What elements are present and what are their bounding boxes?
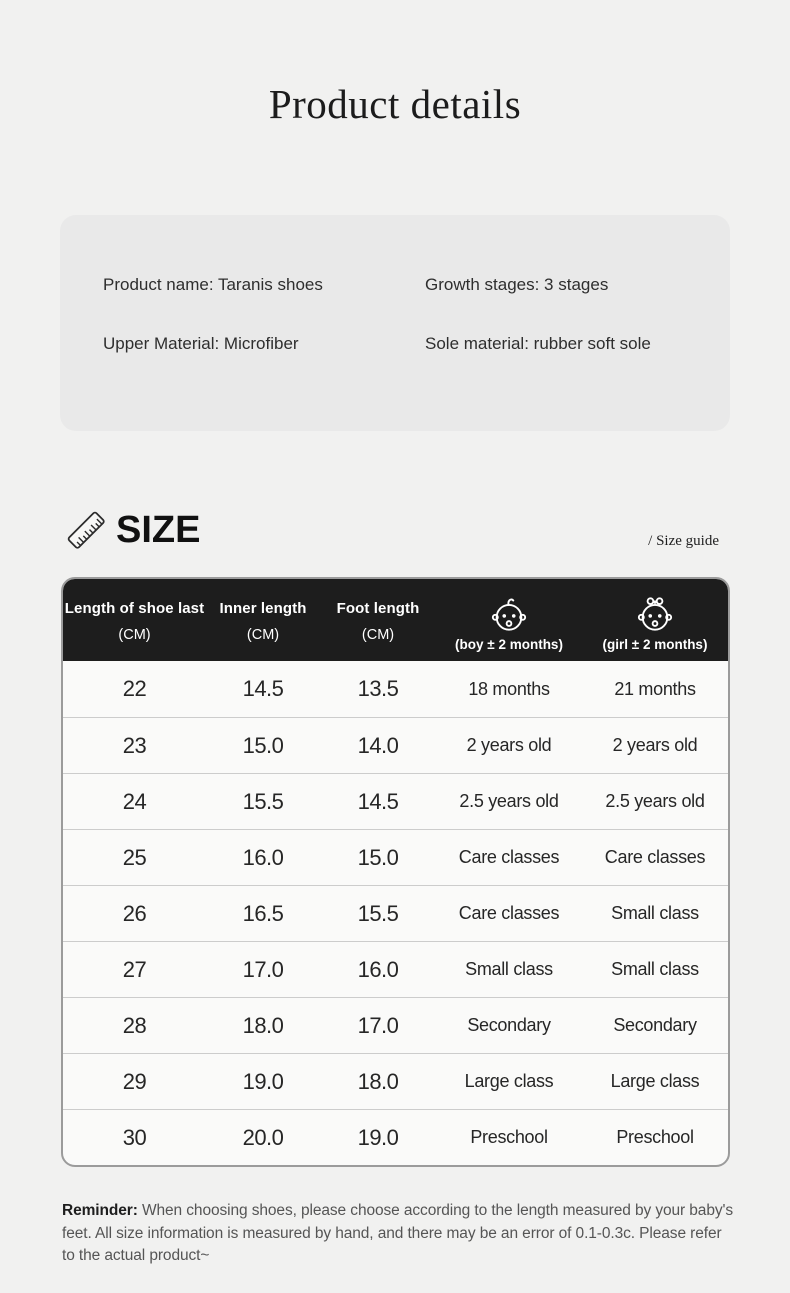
table-cell: Preschool xyxy=(616,1127,694,1147)
table-row: 26 16.5 15.5 Care classes Small class xyxy=(63,885,728,941)
table-row: 24 15.5 14.5 2.5 years old 2.5 years old xyxy=(63,773,728,829)
table-cell: 23 xyxy=(122,732,147,758)
table-cell: 17.0 xyxy=(357,1012,399,1038)
table-cell: 16.0 xyxy=(242,844,284,870)
table-row: 28 18.0 17.0 Secondary Secondary xyxy=(63,997,728,1053)
size-table: Length of shoe last (CM) Inner length (C… xyxy=(61,577,730,1167)
table-row: 27 17.0 16.0 Small class Small class xyxy=(63,941,728,997)
table-cell: 19.0 xyxy=(357,1124,399,1150)
table-cell: 18 months xyxy=(468,678,550,699)
table-cell: 25 xyxy=(122,844,147,870)
header-title: Length of shoe last xyxy=(64,599,205,617)
sole-material-text: Sole material: rubber soft sole xyxy=(425,334,651,353)
table-cell: 22 xyxy=(122,676,147,701)
table-cell: 16.5 xyxy=(242,900,284,926)
header-col-boy-age: (boy ± 2 months) xyxy=(436,579,582,661)
table-cell: 15.5 xyxy=(242,788,284,814)
table-cell: 30 xyxy=(122,1124,147,1150)
table-row: 29 19.0 18.0 Large class Large class xyxy=(63,1053,728,1109)
table-cell: 2.5 years old xyxy=(459,791,559,811)
table-cell: 14.5 xyxy=(242,676,284,701)
header-col-shoe-last: Length of shoe last (CM) xyxy=(63,579,206,661)
table-cell: 18.0 xyxy=(242,1012,284,1038)
header-unit: (CM) xyxy=(246,626,280,643)
table-cell: 2 years old xyxy=(466,735,552,755)
header-boy-label: (boy ± 2 months) xyxy=(455,636,563,652)
table-cell: Secondary xyxy=(467,1015,551,1035)
table-cell: 20.0 xyxy=(242,1124,284,1150)
table-cell: 21 months xyxy=(614,678,696,699)
table-cell: 17.0 xyxy=(242,956,284,982)
table-row: 25 16.0 15.0 Care classes Care classes xyxy=(63,829,728,885)
header-title: Inner length xyxy=(219,599,307,617)
table-cell: 15.0 xyxy=(242,732,284,758)
table-cell: Care classes xyxy=(604,847,706,867)
table-cell: 2 years old xyxy=(612,735,698,755)
table-cell: 2.5 years old xyxy=(605,791,705,811)
ruler-icon xyxy=(67,511,105,549)
table-cell: 27 xyxy=(122,956,147,982)
header-col-girl-age: (girl ± 2 months) xyxy=(582,579,728,661)
reminder-body: When choosing shoes, please choose accor… xyxy=(62,1202,734,1264)
table-cell: 13.5 xyxy=(357,676,399,701)
header-girl-label: (girl ± 2 months) xyxy=(602,636,708,652)
table-cell: Small class xyxy=(611,959,699,979)
table-cell: Care classes xyxy=(458,903,560,923)
table-row: 22 14.5 13.5 18 months 21 months xyxy=(63,661,728,717)
table-cell: 19.0 xyxy=(242,1068,284,1094)
table-cell: 26 xyxy=(122,900,147,926)
header-unit: (CM) xyxy=(361,626,395,643)
size-table-header: Length of shoe last (CM) Inner length (C… xyxy=(63,579,728,661)
size-guide-link[interactable]: / Size guide xyxy=(648,533,719,549)
header-col-foot-length: Foot length (CM) xyxy=(320,579,436,661)
reminder-text: Reminder: When choosing shoes, please ch… xyxy=(62,1200,734,1268)
table-cell: Preschool xyxy=(470,1127,548,1147)
table-cell: 24 xyxy=(122,788,147,814)
table-cell: 16.0 xyxy=(357,956,399,982)
table-cell: 15.5 xyxy=(357,900,399,926)
page-title: Product details xyxy=(268,81,522,127)
header-col-inner-length: Inner length (CM) xyxy=(206,579,320,661)
table-cell: 14.5 xyxy=(357,788,399,814)
header-title: Foot length xyxy=(336,599,420,617)
table-row: 23 15.0 14.0 2 years old 2 years old xyxy=(63,717,728,773)
product-info-card: Product name: Taranis shoes Growth stage… xyxy=(60,215,730,431)
table-cell: Large class xyxy=(464,1071,554,1091)
table-cell: Care classes xyxy=(458,847,560,867)
table-cell: 14.0 xyxy=(357,732,399,758)
table-cell: Secondary xyxy=(613,1015,697,1035)
table-cell: 28 xyxy=(122,1012,147,1038)
table-cell: 29 xyxy=(122,1068,147,1094)
table-cell: 18.0 xyxy=(357,1068,399,1094)
header-unit: (CM) xyxy=(118,626,151,643)
table-row: 30 20.0 19.0 Preschool Preschool xyxy=(63,1109,728,1165)
baby-girl-icon xyxy=(637,596,673,631)
size-section-heading: SIZE xyxy=(64,508,200,552)
product-name-text: Product name: Taranis shoes xyxy=(103,275,323,294)
growth-stages-text: Growth stages: 3 stages xyxy=(425,275,609,294)
size-table-body: 22 14.5 13.5 18 months 21 months 23 15.0 14.0 2 … xyxy=(63,661,728,1165)
table-cell: 15.0 xyxy=(357,844,399,870)
size-heading-label: SIZE xyxy=(116,508,201,551)
table-cell: Small class xyxy=(611,903,699,923)
table-cell: Small class xyxy=(465,959,553,979)
upper-material-text: Upper Material: Microfiber xyxy=(103,334,299,353)
baby-boy-icon xyxy=(491,598,527,631)
reminder-label: Reminder: xyxy=(62,1202,138,1219)
table-cell: Large class xyxy=(610,1071,700,1091)
